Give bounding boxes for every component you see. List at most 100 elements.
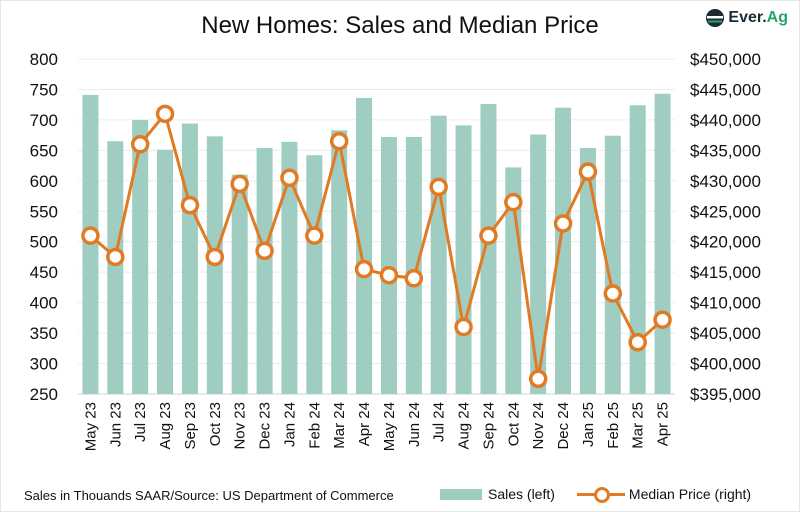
median-price-point	[106, 247, 125, 267]
source-note: Sales in Thouands SAAR/Source: US Depart…	[24, 488, 394, 503]
sales-bar	[256, 147, 273, 394]
legend-label-sales: Sales (left)	[488, 486, 555, 502]
sales-bar	[629, 105, 646, 395]
median-price-point	[454, 317, 473, 337]
median-price-point	[354, 259, 374, 279]
median-price-point	[155, 104, 175, 124]
x-tick-label: Aug 23	[157, 402, 174, 450]
median-price-point	[329, 131, 349, 151]
y-left-tick-label: 250	[30, 385, 58, 404]
x-tick-label: Jun 24	[406, 402, 423, 447]
sales-bar	[455, 125, 472, 395]
x-tick-label: Jul 23	[132, 402, 149, 442]
sales-bar	[132, 119, 149, 394]
median-price-point	[305, 226, 324, 245]
y-left-tick-label: 300	[30, 355, 58, 374]
y-right-tick-label: $445,000	[690, 80, 761, 99]
sales-bar	[405, 136, 422, 395]
median-price-point	[653, 310, 672, 329]
sales-bar	[480, 104, 497, 394]
y-right-tick-label: $395,000	[690, 385, 761, 404]
median-price-point	[429, 177, 448, 197]
x-tick-label: Mar 25	[630, 402, 647, 449]
legend-swatch-sales	[440, 488, 482, 500]
legend-label-price: Median Price (right)	[628, 486, 752, 502]
sales-bar	[380, 136, 397, 395]
x-tick-label: Feb 25	[605, 402, 622, 449]
sales-bar	[654, 93, 671, 394]
median-price-point	[504, 192, 523, 212]
x-tick-label: Sep 23	[182, 402, 199, 450]
median-price-point	[81, 226, 100, 245]
x-tick-label: Apr 25	[655, 402, 672, 446]
sales-bar	[231, 174, 248, 394]
x-tick-label: Nov 23	[232, 402, 249, 450]
y-left-tick-label: 400	[30, 294, 58, 313]
x-tick-label: May 23	[82, 402, 99, 451]
y-left-tick-label: 500	[30, 233, 58, 252]
sales-bar	[530, 134, 547, 394]
chart-plot: 800 $450,000 750 $445,000 700 $440,000 650 $435…	[30, 50, 761, 451]
y-right-tick-label: $415,000	[690, 263, 761, 282]
median-price-point	[130, 135, 150, 154]
median-price-point	[528, 369, 548, 389]
sales-bar	[604, 135, 621, 394]
median-price-point	[180, 195, 200, 215]
x-tick-label: Sep 24	[480, 402, 497, 450]
median-price-point	[205, 247, 225, 267]
y-left-tick-label: 800	[30, 50, 58, 69]
sales-bar	[430, 115, 447, 395]
median-price-point	[379, 265, 399, 285]
median-price-point	[404, 269, 424, 288]
y-left-tick-label: 600	[30, 172, 58, 191]
x-tick-label: Jul 24	[431, 402, 448, 442]
median-price-point	[603, 284, 623, 303]
sales-bar	[579, 147, 596, 394]
x-tick-label: Mar 24	[331, 402, 348, 449]
y-left-tick-label: 550	[30, 202, 58, 221]
sales-bar	[331, 130, 348, 394]
sales-bar	[281, 141, 298, 394]
sales-bar	[356, 97, 373, 395]
sales-bar	[107, 141, 124, 394]
median-price-point	[230, 174, 249, 194]
logo-text: Ever.Ag	[728, 9, 788, 26]
sales-bar	[181, 123, 198, 395]
y-right-tick-label: $410,000	[690, 294, 761, 313]
median-price-point	[280, 168, 299, 188]
x-tick-label: Oct 23	[207, 402, 224, 446]
median-price-line	[89, 112, 664, 381]
ever-ag-logo: Ever.Ag	[705, 8, 788, 28]
x-tick-label: Apr 24	[356, 402, 373, 446]
x-tick-label: Aug 24	[456, 402, 473, 450]
sales-bar	[555, 107, 572, 395]
median-price-point	[479, 226, 498, 245]
x-tick-label: Dec 23	[257, 402, 274, 450]
chart-title: New Homes: Sales and Median Price	[201, 12, 599, 39]
y-left-tick-label: 750	[30, 80, 58, 99]
y-left-tick-label: 450	[30, 263, 58, 282]
sales-bar	[306, 155, 323, 394]
y-right-tick-label: $440,000	[690, 111, 761, 130]
x-tick-label: Dec 24	[555, 402, 572, 450]
y-left-tick-label: 350	[30, 324, 58, 343]
y-right-tick-label: $405,000	[690, 324, 761, 343]
sales-bar	[157, 149, 174, 394]
y-right-tick-label: $425,000	[690, 202, 761, 221]
x-tick-label: Jun 23	[107, 402, 124, 447]
legend: Sales (left) Median Price (right)	[440, 486, 752, 503]
y-right-tick-label: $430,000	[690, 172, 761, 191]
x-tick-label: Jan 24	[281, 402, 298, 447]
x-tick-label: Jan 25	[580, 402, 597, 447]
median-price-point	[578, 162, 598, 181]
logo-icon	[706, 9, 725, 27]
x-tick-label: Nov 24	[530, 402, 547, 450]
y-right-tick-label: $435,000	[690, 141, 761, 160]
y-right-tick-label: $400,000	[690, 355, 761, 374]
y-right-tick-label: $450,000	[690, 50, 761, 69]
median-price-point	[628, 332, 647, 352]
y-left-tick-label: 700	[30, 111, 58, 130]
x-tick-label: May 24	[381, 402, 398, 451]
y-left-tick-label: 650	[30, 141, 58, 160]
median-price-point	[553, 214, 573, 233]
